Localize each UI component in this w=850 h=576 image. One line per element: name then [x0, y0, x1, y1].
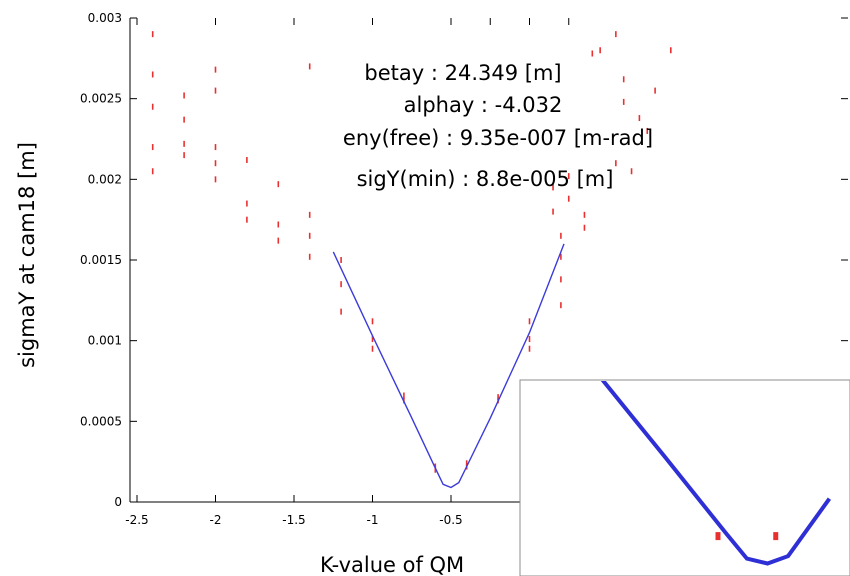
measurement-point [371, 318, 374, 325]
measurement-point [183, 152, 185, 159]
inset-frame [519, 379, 850, 576]
measurement-point [151, 144, 154, 151]
annotation-alphay: alphay : -4.032 [404, 93, 563, 117]
y-tick-label: 0 [114, 495, 122, 509]
measurement-point [277, 181, 280, 188]
measurement-point [560, 302, 562, 309]
measurement-point [528, 318, 531, 325]
measurement-point [591, 50, 594, 57]
measurement-point [622, 98, 625, 105]
measurement-point [308, 211, 311, 218]
measurement-point [465, 460, 468, 467]
measurement-point [340, 308, 342, 315]
y-tick-label: 0.0005 [80, 414, 122, 428]
x-axis-title: K-value of QM [320, 553, 464, 576]
y-tick-label: 0.001 [88, 334, 122, 348]
x-tick-label: -0.5 [439, 513, 462, 527]
x-tick-label: -2.5 [125, 513, 148, 527]
measurement-point [622, 76, 625, 83]
measurement-point [552, 208, 554, 215]
measurement-point [615, 31, 617, 38]
measurement-point [583, 224, 586, 231]
measurement-point [277, 221, 280, 228]
inset-panel [519, 379, 850, 576]
measurement-point [214, 66, 217, 73]
measurement-point [567, 195, 570, 202]
y-axis-title: sigmaY at cam18 [m] [15, 142, 39, 368]
measurement-point [670, 47, 672, 54]
measurement-point [214, 176, 217, 183]
measurement-point [183, 92, 185, 99]
measurement-point [403, 392, 405, 399]
measurement-point [528, 336, 531, 343]
measurement-point [646, 127, 649, 134]
measurement-point [434, 466, 437, 473]
measurement-point [560, 276, 562, 283]
y-tick-label: 0.003 [88, 11, 122, 25]
y-tick-label: 0.0025 [80, 92, 122, 106]
inset-measurement-point [773, 532, 779, 541]
inset-fit-line [600, 381, 832, 566]
annotation-sigy-min: sigY(min) : 8.8e-005 [m] [357, 167, 614, 191]
measurement-point [246, 200, 248, 207]
measurement-point [214, 87, 217, 94]
x-tick-label: -1.5 [282, 513, 305, 527]
measurement-point [599, 47, 601, 54]
annotation-betay: betay : 24.349 [m] [364, 61, 561, 85]
measurement-point [214, 160, 217, 167]
measurement-point [151, 71, 154, 78]
measurement-point [371, 336, 374, 343]
measurement-point [151, 31, 154, 38]
measurement-point [151, 103, 154, 110]
measurement-point [214, 144, 217, 151]
measurement-point [638, 115, 641, 122]
inset-measurement-point [715, 532, 721, 541]
measurement-point [246, 156, 248, 163]
measurement-point [308, 253, 311, 260]
measurement-point [560, 253, 562, 260]
measurement-point [567, 173, 570, 180]
measurement-point [560, 232, 562, 239]
measurement-point [528, 345, 531, 352]
x-tick-label: -2 [210, 513, 222, 527]
measurement-point [308, 232, 311, 239]
measurement-point [340, 257, 342, 263]
measurement-point [308, 63, 311, 70]
measurement-point [246, 216, 248, 223]
y-tick-label: 0.002 [88, 172, 122, 186]
measurement-point [183, 140, 185, 147]
annotation-eny: eny(free) : 9.35e-007 [m-rad] [343, 126, 653, 150]
measurement-point [277, 237, 280, 244]
measurement-point [151, 168, 154, 175]
measurement-point [654, 87, 656, 94]
x-tick-label: -1 [367, 513, 379, 527]
y-tick-label: 0.0015 [80, 253, 122, 267]
measurement-point [497, 394, 499, 401]
measurement-point [340, 281, 342, 288]
measurement-point [552, 184, 554, 191]
measurement-point [583, 211, 586, 218]
measurement-point [615, 160, 617, 167]
measurement-point [371, 345, 374, 352]
measurement-point [630, 168, 633, 175]
measurement-point [183, 116, 185, 123]
fit-line [332, 243, 565, 489]
